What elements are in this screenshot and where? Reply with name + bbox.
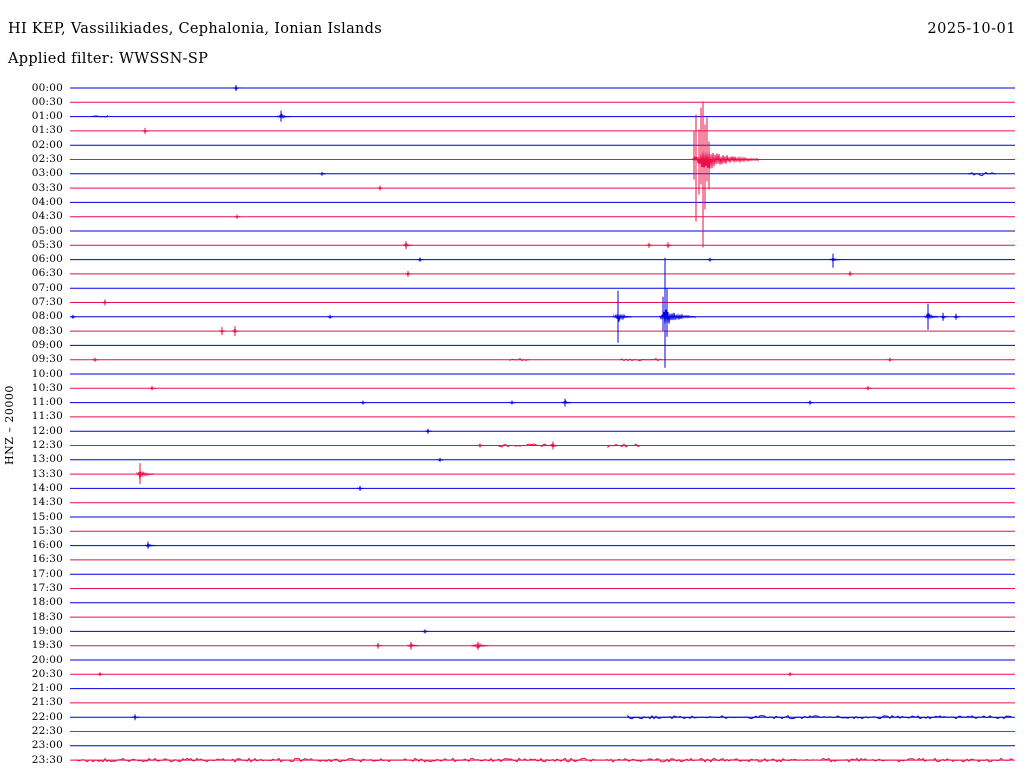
time-label: 06:30 bbox=[31, 267, 63, 280]
time-label: 01:00 bbox=[31, 110, 63, 123]
time-axis: 00:00 00:30 01:00 01:30 02:00 02:30 03:00 03:30… bbox=[0, 0, 64, 780]
time-label: 03:00 bbox=[31, 167, 63, 180]
seismic-noise bbox=[74, 757, 1014, 763]
time-label: 10:00 bbox=[31, 367, 63, 380]
time-label: 00:30 bbox=[31, 95, 63, 108]
time-label: 13:30 bbox=[31, 467, 63, 480]
page-title: HI KEP, Vassilikiades, Cephalonia, Ionia… bbox=[8, 21, 382, 37]
seismic-noise bbox=[607, 443, 645, 448]
seismic-noise bbox=[619, 357, 663, 362]
time-label: 23:00 bbox=[31, 739, 63, 752]
seismic-event-envelope bbox=[277, 113, 291, 120]
time-label: 22:30 bbox=[31, 725, 63, 737]
header-date: 2025-10-01 bbox=[927, 21, 1016, 37]
time-label: 13:00 bbox=[31, 453, 63, 466]
time-label: 14:00 bbox=[31, 481, 63, 494]
time-label: 06:00 bbox=[31, 253, 63, 266]
time-label: 16:30 bbox=[31, 553, 63, 566]
seismic-event-envelope bbox=[613, 313, 632, 322]
time-label: 12:00 bbox=[31, 424, 63, 437]
seismic-noise bbox=[91, 115, 109, 118]
time-label: 16:00 bbox=[31, 539, 63, 552]
time-label: 04:00 bbox=[31, 195, 63, 208]
seismic-event-envelope bbox=[375, 642, 383, 647]
seismic-event-envelope bbox=[940, 314, 948, 319]
applied-filter-label: Applied filter: WWSSN-SP bbox=[8, 51, 209, 67]
time-label: 02:00 bbox=[31, 138, 63, 151]
time-label: 07:00 bbox=[31, 281, 63, 294]
time-label: 19:00 bbox=[31, 624, 63, 637]
time-label: 15:00 bbox=[31, 510, 63, 523]
seismic-event-envelope bbox=[924, 313, 939, 320]
seismic-event-envelope bbox=[561, 400, 572, 406]
time-label: 15:30 bbox=[31, 524, 63, 537]
time-label: 11:30 bbox=[31, 410, 63, 423]
seismic-noise bbox=[497, 443, 562, 448]
time-label: 22:00 bbox=[31, 710, 63, 723]
time-label: 09:00 bbox=[31, 338, 63, 351]
time-label: 00:00 bbox=[31, 81, 63, 94]
time-label: 08:30 bbox=[31, 324, 63, 337]
time-label: 17:00 bbox=[31, 567, 63, 580]
time-label: 20:00 bbox=[31, 653, 63, 666]
seismic-event-envelope bbox=[402, 242, 413, 250]
seismic-event-envelope bbox=[132, 714, 140, 719]
seismic-event-envelope bbox=[142, 128, 150, 133]
time-label: 04:30 bbox=[31, 210, 63, 223]
time-label: 20:30 bbox=[31, 667, 63, 680]
time-label: 03:30 bbox=[31, 181, 63, 194]
time-label: 05:00 bbox=[31, 224, 63, 237]
seismic-event-envelope bbox=[829, 257, 841, 264]
seismic-event-envelope bbox=[145, 542, 156, 548]
time-label: 09:30 bbox=[31, 353, 63, 366]
time-label: 11:00 bbox=[31, 396, 63, 409]
time-label: 23:30 bbox=[31, 753, 63, 766]
time-label: 18:00 bbox=[31, 596, 63, 609]
seismic-event-envelope bbox=[233, 85, 241, 90]
time-label: 01:30 bbox=[31, 124, 63, 137]
seismic-noise bbox=[627, 714, 1013, 720]
seismic-event-envelope bbox=[953, 314, 961, 319]
seismic-noise bbox=[968, 172, 996, 177]
time-label: 14:30 bbox=[31, 496, 63, 509]
time-label: 17:30 bbox=[31, 582, 63, 594]
seismic-noise bbox=[509, 357, 530, 362]
seismic-event-envelope bbox=[136, 471, 154, 480]
time-label: 21:30 bbox=[31, 696, 63, 709]
time-label: 19:30 bbox=[31, 639, 63, 652]
seismic-event-envelope bbox=[407, 643, 419, 650]
time-label: 07:30 bbox=[31, 296, 63, 308]
time-label: 12:30 bbox=[31, 439, 63, 451]
time-label: 08:00 bbox=[31, 310, 63, 323]
seismic-event-envelope bbox=[471, 642, 488, 649]
time-label: 18:30 bbox=[31, 610, 63, 623]
time-label: 10:30 bbox=[31, 381, 63, 394]
time-label: 02:30 bbox=[31, 153, 63, 165]
time-label: 05:30 bbox=[31, 238, 63, 251]
time-label: 21:00 bbox=[31, 682, 63, 695]
